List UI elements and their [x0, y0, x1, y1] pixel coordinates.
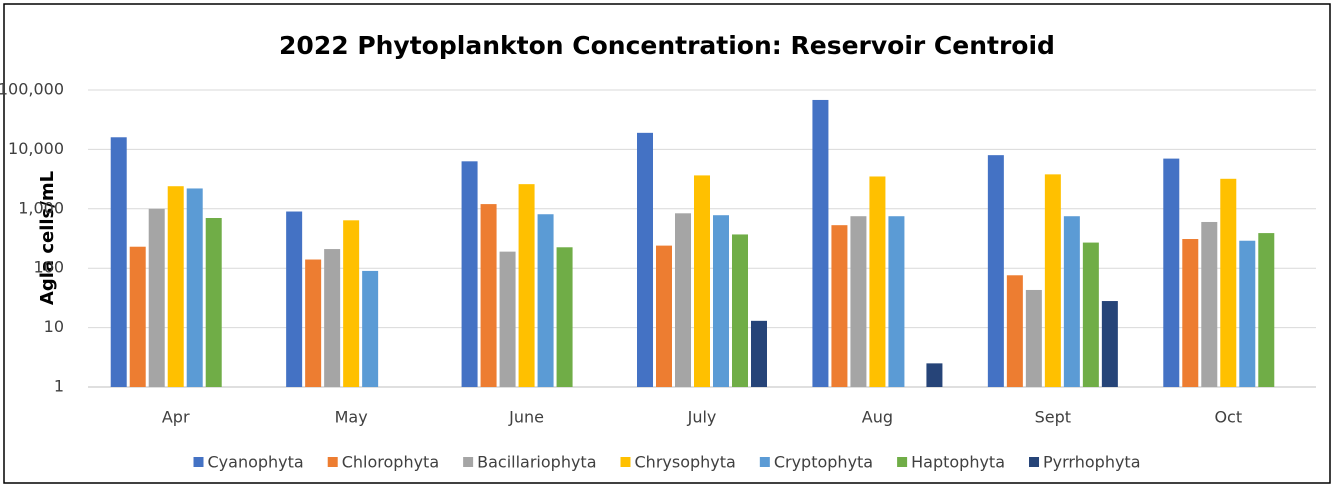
bar — [732, 234, 748, 387]
bar — [1025, 289, 1042, 387]
bar — [812, 99, 829, 387]
bar — [480, 204, 497, 387]
bar — [186, 188, 203, 387]
legend-label: Haptophyta — [911, 453, 1005, 472]
bar — [129, 246, 146, 387]
bar — [1220, 178, 1237, 387]
x-tick-label: Aug — [862, 408, 893, 427]
bar — [987, 155, 1004, 387]
bar — [656, 245, 672, 387]
legend-swatch — [759, 457, 770, 467]
legend-swatch — [897, 457, 908, 467]
y-tick-label: 1 — [54, 377, 64, 396]
x-tick-label: July — [687, 408, 717, 427]
bar — [461, 161, 478, 387]
y-tick-label: 100,000 — [0, 80, 64, 99]
legend-swatch — [327, 457, 338, 467]
bar — [556, 247, 573, 387]
bar — [148, 208, 165, 387]
bar — [1258, 233, 1275, 387]
bar — [675, 213, 691, 387]
bar — [343, 220, 360, 387]
bar — [1182, 239, 1199, 387]
x-tick-label: Oct — [1214, 408, 1242, 427]
legend-swatch — [193, 457, 204, 467]
bar — [167, 186, 184, 387]
y-tick-label: 10 — [44, 317, 64, 336]
bar — [1239, 240, 1256, 387]
x-tick-label: June — [508, 408, 544, 427]
bar — [1044, 174, 1061, 387]
legend-label: Cyanophyta — [208, 453, 304, 472]
bar — [362, 270, 379, 387]
bar — [1163, 158, 1180, 387]
bar — [926, 363, 943, 387]
chart-title: 2022 Phytoplankton Concentration: Reserv… — [279, 31, 1055, 60]
bar — [751, 320, 767, 387]
bar — [499, 251, 516, 387]
bar — [869, 176, 886, 387]
bar — [205, 218, 222, 387]
bar — [286, 211, 303, 387]
bar — [305, 259, 322, 387]
legend-swatch — [1029, 457, 1040, 467]
bar — [713, 215, 729, 387]
y-tick-label: 1,000 — [18, 198, 64, 217]
bar — [537, 214, 554, 387]
bar — [518, 184, 535, 387]
legend-label: Pyrrhophyta — [1043, 453, 1140, 472]
y-tick-label: 10,000 — [8, 139, 64, 158]
bar — [694, 175, 710, 387]
bar — [1201, 221, 1218, 387]
bar — [110, 137, 127, 387]
y-tick-label: 100 — [33, 258, 64, 277]
bar — [1006, 275, 1023, 387]
legend-label: Chlorophyta — [342, 453, 439, 472]
y-axis-label: Agla cells/mL — [37, 171, 58, 305]
legend-label: Bacillariophyta — [477, 453, 596, 472]
chart-border — [3, 3, 1331, 484]
bar — [1101, 301, 1118, 387]
legend-label: Chrysophyta — [635, 453, 736, 472]
x-tick-label: May — [335, 408, 368, 427]
x-tick-label: Sept — [1035, 408, 1071, 427]
bar — [1063, 216, 1080, 387]
x-tick-label: Apr — [162, 408, 190, 427]
legend-label: Cryptophyta — [774, 453, 873, 472]
bar — [888, 216, 905, 387]
bar — [850, 216, 867, 387]
bar — [831, 225, 848, 387]
legend-swatch — [620, 457, 631, 467]
legend-swatch — [463, 457, 474, 467]
bar — [637, 132, 653, 387]
bar — [1082, 242, 1099, 387]
bar — [324, 249, 341, 387]
